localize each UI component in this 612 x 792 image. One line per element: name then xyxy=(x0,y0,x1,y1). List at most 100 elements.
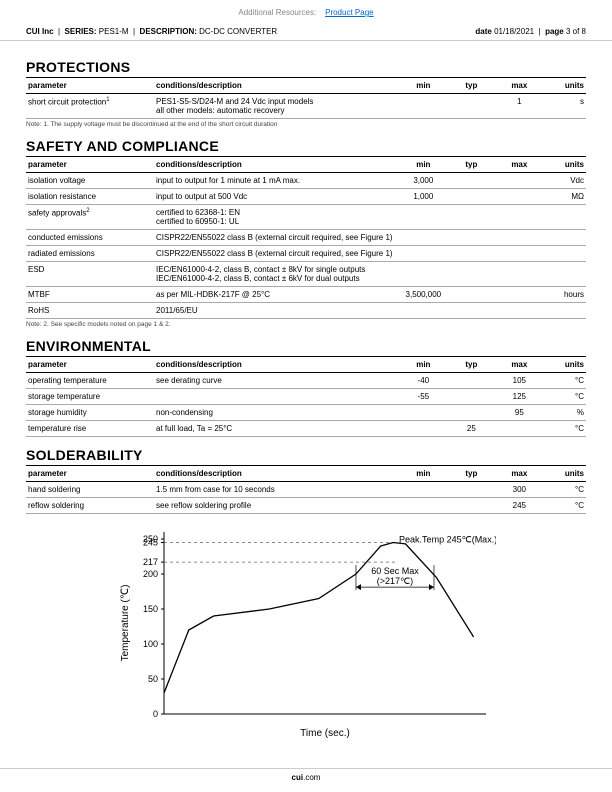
cell-cond: input to output at 500 Vdc xyxy=(154,189,399,205)
cell-cond: 2011/65/EU xyxy=(154,303,399,319)
protections-note: Note: 1. The supply voltage must be disc… xyxy=(26,121,586,128)
cell-min xyxy=(399,246,447,262)
cell-max xyxy=(495,189,543,205)
cell-typ xyxy=(447,246,495,262)
solderability-table: parameterconditions/descriptionmintypmax… xyxy=(26,465,586,514)
cell-max xyxy=(495,246,543,262)
cell-max: 105 xyxy=(495,373,543,389)
cell-units: °C xyxy=(543,421,586,437)
cell-max: 95 xyxy=(495,405,543,421)
th-param: parameter xyxy=(26,466,154,482)
cell-units: °C xyxy=(543,389,586,405)
cell-units: °C xyxy=(543,482,586,498)
cell-typ: 25 xyxy=(447,421,495,437)
cell-units: Vdc xyxy=(543,173,586,189)
th-param: parameter xyxy=(26,357,154,373)
th-cond: conditions/description xyxy=(154,466,399,482)
th-cond: conditions/description xyxy=(154,357,399,373)
section-title-protections: PROTECTIONS xyxy=(26,59,586,75)
cell-cond xyxy=(154,389,399,405)
svg-text:150: 150 xyxy=(143,604,158,614)
cell-max xyxy=(495,173,543,189)
svg-text:250: 250 xyxy=(143,534,158,544)
th-units: units xyxy=(543,466,586,482)
cell-param: RoHS xyxy=(26,303,154,319)
section-title-environmental: ENVIRONMENTAL xyxy=(26,338,586,354)
table-row: short circuit protection1PES1-S5-S/D24-M… xyxy=(26,94,586,119)
cell-min: 3,500,000 xyxy=(399,287,447,303)
date-label: date xyxy=(475,27,491,36)
cell-typ xyxy=(447,287,495,303)
top-resources: Additional Resources: Product Page xyxy=(0,0,612,23)
cell-param: safety approvals2 xyxy=(26,205,154,230)
th-typ: typ xyxy=(447,78,495,94)
cell-min: -55 xyxy=(399,389,447,405)
table-row: reflow solderingsee reflow soldering pro… xyxy=(26,498,586,514)
th-max: max xyxy=(495,357,543,373)
cell-param: radiated emissions xyxy=(26,246,154,262)
product-page-link[interactable]: Product Page xyxy=(325,8,373,17)
cell-cond: non-condensing xyxy=(154,405,399,421)
resources-label: Additional Resources: xyxy=(238,8,316,17)
cell-max xyxy=(495,262,543,287)
cell-min xyxy=(399,205,447,230)
cell-units xyxy=(543,303,586,319)
cell-max: 125 xyxy=(495,389,543,405)
environmental-table: parameterconditions/descriptionmintypmax… xyxy=(26,356,586,437)
cell-param: operating temperature xyxy=(26,373,154,389)
th-typ: typ xyxy=(447,466,495,482)
cell-param: short circuit protection1 xyxy=(26,94,154,119)
table-row: ESDIEC/EN61000-4-2, class B, contact ± 8… xyxy=(26,262,586,287)
cell-param: temperature rise xyxy=(26,421,154,437)
svg-text:Temperature (℃): Temperature (℃) xyxy=(120,585,131,662)
header-right: date 01/18/2021 | page 3 of 8 xyxy=(475,27,586,36)
cell-typ xyxy=(447,189,495,205)
th-typ: typ xyxy=(447,157,495,173)
cell-min xyxy=(399,303,447,319)
th-units: units xyxy=(543,157,586,173)
svg-text:Peak.Temp 245℃(Max.): Peak.Temp 245℃(Max.) xyxy=(399,535,496,545)
header-left: CUI Inc | SERIES: PES1-M | DESCRIPTION: … xyxy=(26,27,277,36)
cell-units xyxy=(543,246,586,262)
section-title-solderability: SOLDERABILITY xyxy=(26,447,586,463)
reflow-chart: 05010015020021724525060 Sec Max(>217℃)Pe… xyxy=(116,522,496,742)
cell-min: 1,000 xyxy=(399,189,447,205)
footer-bold: cui xyxy=(292,773,304,782)
cell-units: hours xyxy=(543,287,586,303)
series-value: PES1-M xyxy=(99,27,129,36)
table-row: isolation resistanceinput to output at 5… xyxy=(26,189,586,205)
svg-text:200: 200 xyxy=(143,569,158,579)
date-value: 01/18/2021 xyxy=(494,27,534,36)
svg-text:(>217℃): (>217℃) xyxy=(377,576,413,586)
th-cond: conditions/description xyxy=(154,78,399,94)
cell-min xyxy=(399,405,447,421)
cell-max: 300 xyxy=(495,482,543,498)
header-bar: CUI Inc | SERIES: PES1-M | DESCRIPTION: … xyxy=(0,23,612,41)
cell-max: 1 xyxy=(495,94,543,119)
table-row: safety approvals2certified to 62368-1: E… xyxy=(26,205,586,230)
cell-typ xyxy=(447,303,495,319)
table-row: hand soldering1.5 mm from case for 10 se… xyxy=(26,482,586,498)
page-label: page xyxy=(545,27,564,36)
cell-units: s xyxy=(543,94,586,119)
table-row: radiated emissionsCISPR22/EN55022 class … xyxy=(26,246,586,262)
cell-param: storage humidity xyxy=(26,405,154,421)
table-row: isolation voltageinput to output for 1 m… xyxy=(26,173,586,189)
cell-units xyxy=(543,230,586,246)
table-row: storage temperature -55 125°C xyxy=(26,389,586,405)
cell-min xyxy=(399,262,447,287)
cell-typ xyxy=(447,173,495,189)
th-cond: conditions/description xyxy=(154,157,399,173)
cell-min: -40 xyxy=(399,373,447,389)
svg-text:0: 0 xyxy=(153,709,158,719)
cell-typ xyxy=(447,262,495,287)
cell-cond: IEC/EN61000-4-2, class B, contact ± 8kV … xyxy=(154,262,399,287)
cell-max xyxy=(495,421,543,437)
cell-units: % xyxy=(543,405,586,421)
cell-param: MTBF xyxy=(26,287,154,303)
cell-param: isolation resistance xyxy=(26,189,154,205)
th-units: units xyxy=(543,78,586,94)
table-row: conducted emissionsCISPR22/EN55022 class… xyxy=(26,230,586,246)
cell-min xyxy=(399,94,447,119)
cell-param: storage temperature xyxy=(26,389,154,405)
